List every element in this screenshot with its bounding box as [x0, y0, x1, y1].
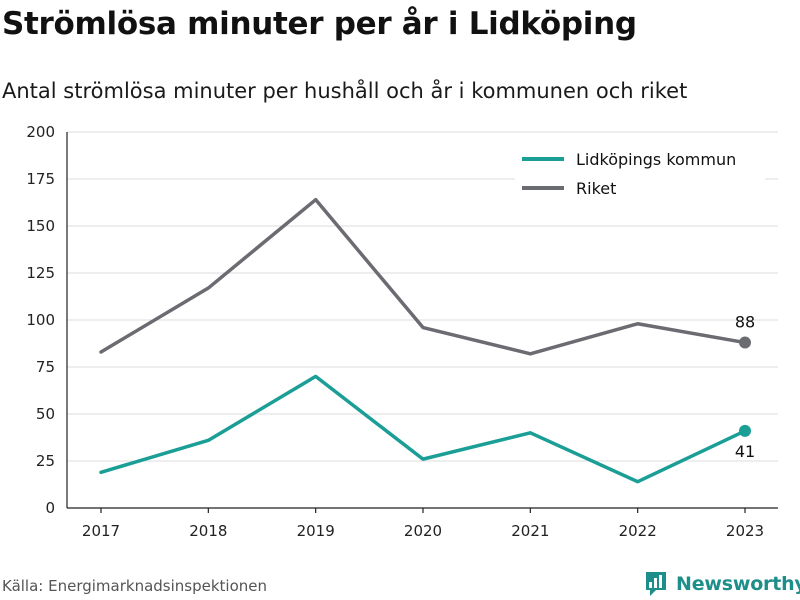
x-tick-label: 2019 [297, 522, 335, 540]
x-tick-label: 2020 [404, 522, 442, 540]
y-tick-label: 25 [36, 452, 55, 470]
y-tick-label: 125 [26, 264, 55, 282]
legend-label: Lidköpings kommun [576, 150, 736, 169]
y-tick-label: 200 [26, 123, 55, 141]
end-point-marker [739, 336, 751, 349]
newsworthy-logo-icon [646, 572, 666, 596]
y-tick-label: 150 [26, 217, 55, 235]
chart-subtitle: Antal strömlösa minuter per hushåll och … [2, 79, 688, 103]
end-value-label: 88 [735, 313, 755, 332]
x-tick-label: 2018 [189, 522, 227, 540]
series-line-lidkoping [99, 374, 747, 484]
source-note: Källa: Energimarknadsinspektionen [2, 577, 268, 595]
x-tick-label: 2021 [511, 522, 549, 540]
series-line-riket [99, 197, 747, 356]
x-tick-label: 2017 [82, 522, 120, 540]
legend-box [515, 145, 765, 207]
y-tick-label: 50 [36, 405, 55, 423]
x-tick-label: 2022 [619, 522, 657, 540]
end-value-label: 41 [735, 442, 755, 461]
legend-label: Riket [576, 179, 616, 198]
y-tick-label: 175 [26, 170, 55, 188]
x-tick-label: 2023 [726, 522, 764, 540]
brand-logo: Newsworthy [644, 570, 800, 598]
end-point-marker [739, 424, 751, 437]
line-chart: 0 25 50 75 100 125 150 175 200 2017 2018 2019 2020 20… [26, 123, 778, 540]
chart-title: Strömlösa minuter per år i Lidköping [2, 6, 637, 42]
y-tick-label: 100 [26, 311, 55, 329]
brand-name: Newsworthy [676, 573, 800, 595]
y-tick-label: 0 [45, 499, 55, 517]
y-tick-label: 75 [36, 358, 55, 376]
